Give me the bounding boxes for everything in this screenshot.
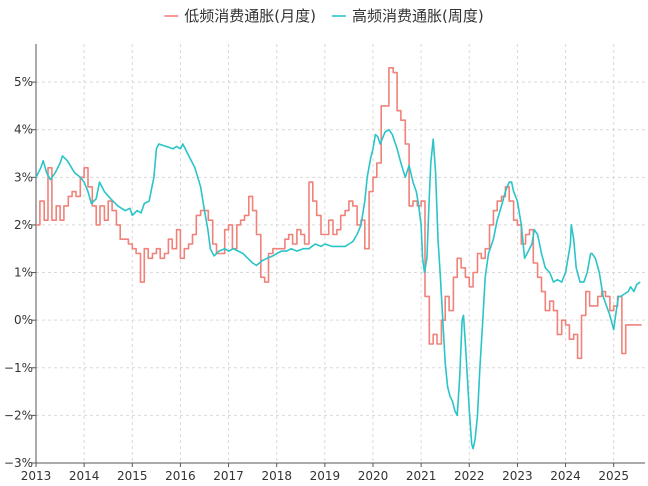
- x-tick-label: 2018: [261, 469, 292, 483]
- x-tick-label: 2019: [310, 469, 341, 483]
- series-layer: [35, 67, 642, 450]
- y-tick-label: 0%: [14, 313, 33, 327]
- y-tick-label: 5%: [14, 75, 33, 89]
- x-tick-label: 2020: [358, 469, 389, 483]
- legend[interactable]: 低频消费通胀(月度) 高频消费通胀(周度): [164, 7, 484, 25]
- x-tick-label: 2014: [69, 469, 100, 483]
- x-tick-label: 2023: [502, 469, 533, 483]
- x-tick-label: 2013: [21, 469, 52, 483]
- y-tick-label: −2%: [4, 408, 33, 422]
- series-line-monthly: [36, 67, 642, 360]
- legend-item-monthly[interactable]: 低频消费通胀(月度): [164, 7, 316, 25]
- legend-label: 高频消费通胀(周度): [352, 7, 484, 25]
- x-tick-label: 2017: [213, 469, 244, 483]
- legend-label: 低频消费通胀(月度): [184, 7, 316, 25]
- x-tick-label: 2015: [117, 469, 148, 483]
- x-tick-label: 2025: [598, 469, 629, 483]
- y-tick-label: 2%: [14, 218, 33, 232]
- y-tick-label: −3%: [4, 456, 33, 470]
- y-tick-label: 3%: [14, 170, 33, 184]
- x-tick-label: 2022: [454, 469, 485, 483]
- y-tick-label: 4%: [14, 123, 33, 137]
- series-line-weekly: [35, 128, 641, 450]
- y-tick-label: 1%: [14, 266, 33, 280]
- y-tick-label: −1%: [4, 361, 33, 375]
- axes: −3% −2% −1% 0% 1% 2% 3% 4% 5% 2013 2014 2015 2016 201…: [4, 44, 645, 483]
- grid: [35, 44, 645, 464]
- x-tick-label: 2024: [550, 469, 581, 483]
- x-tick-label: 2021: [406, 469, 437, 483]
- x-tick-label: 2016: [165, 469, 196, 483]
- legend-item-weekly[interactable]: 高频消费通胀(周度): [332, 7, 484, 25]
